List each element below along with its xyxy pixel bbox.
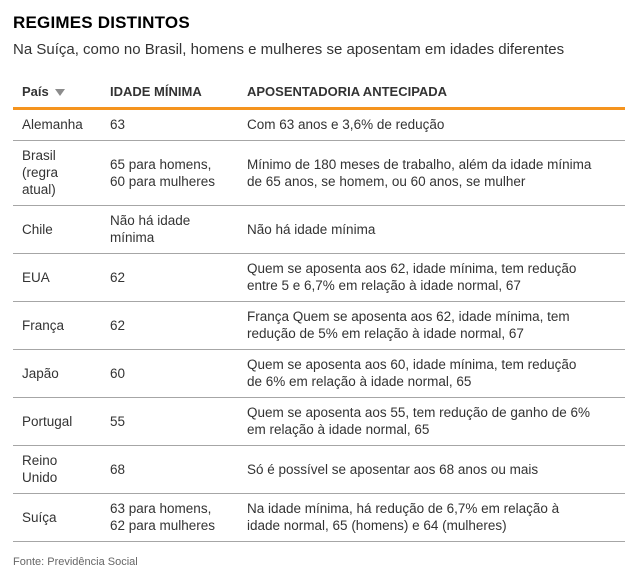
cell-idade-minima: 63: [110, 108, 247, 141]
source-note: Fonte: Previdência Social: [13, 556, 138, 566]
footer: Fonte: Previdência Social Confira mais i…: [13, 555, 625, 566]
cell-idade-minima: Não há idade mínima: [110, 205, 247, 254]
column-header-aposentadoria-antecipada[interactable]: APOSENTADORIA ANTECIPADA: [247, 84, 625, 110]
cell-pais: Brasil (regra atual): [13, 140, 110, 206]
cell-idade-minima: 63 para homens, 62 para mulheres: [110, 493, 247, 542]
cell-pais: Suíça: [13, 493, 110, 542]
table-row-franca: França 62 França Quem se aposenta aos 62…: [13, 301, 625, 350]
cell-pais: França: [13, 301, 110, 350]
column-header-pais[interactable]: País: [13, 84, 110, 110]
column-header-idade-minima[interactable]: IDADE MÍNIMA: [110, 84, 247, 110]
table-row-portugal: Portugal 55 Quem se aposenta aos 55, tem…: [13, 397, 625, 446]
cell-aposentadoria-antecipada: Na idade mínima, há redução de 6,7% em r…: [247, 493, 625, 542]
table-row-suica: Suíça 63 para homens, 62 para mulheres N…: [13, 493, 625, 542]
cell-aposentadoria-antecipada: França Quem se aposenta aos 62, idade mí…: [247, 301, 625, 350]
cell-aposentadoria-antecipada: Quem se aposenta aos 62, idade mínima, t…: [247, 253, 625, 302]
cell-aposentadoria-antecipada: Quem se aposenta aos 55, tem redução de …: [247, 397, 625, 446]
column-header-aposentadoria-label: APOSENTADORIA ANTECIPADA: [247, 84, 448, 99]
cell-idade-minima: 55: [110, 397, 247, 446]
page-subtitle: Na Suíça, como no Brasil, homens e mulhe…: [13, 41, 565, 58]
cell-pais: Portugal: [13, 397, 110, 446]
cell-aposentadoria-antecipada: Com 63 anos e 3,6% de redução: [247, 108, 625, 141]
column-header-idade-minima-label: IDADE MÍNIMA: [110, 84, 202, 99]
cell-idade-minima: 62: [110, 253, 247, 302]
cell-aposentadoria-antecipada: Só é possível se aposentar aos 68 anos o…: [247, 445, 625, 494]
cell-idade-minima: 60: [110, 349, 247, 398]
cell-pais: Reino Unido: [13, 445, 110, 494]
page-title: REGIMES DISTINTOS: [13, 13, 190, 32]
table-row-reino-unido: Reino Unido 68 Só é possível se aposenta…: [13, 445, 625, 494]
cell-aposentadoria-antecipada: Quem se aposenta aos 60, idade mínima, t…: [247, 349, 625, 398]
cell-idade-minima: 65 para homens, 60 para mulheres: [110, 140, 247, 206]
table-row-eua: EUA 62 Quem se aposenta aos 62, idade mí…: [13, 253, 625, 302]
cell-aposentadoria-antecipada: Mínimo de 180 meses de trabalho, além da…: [247, 140, 625, 206]
cell-pais: EUA: [13, 253, 110, 302]
retirement-regimes-table: País IDADE MÍNIMA APOSENTADORIA ANTECIPA…: [13, 84, 625, 542]
cell-pais: Alemanha: [13, 108, 110, 141]
column-header-pais-label: País: [22, 84, 49, 99]
table-row-chile: Chile Não há idade mínima Não há idade m…: [13, 205, 625, 254]
table-row-japao: Japão 60 Quem se aposenta aos 60, idade …: [13, 349, 625, 398]
cell-aposentadoria-antecipada: Não há idade mínima: [247, 205, 625, 254]
sort-descending-icon: [54, 89, 65, 96]
table-header-row: País IDADE MÍNIMA APOSENTADORIA ANTECIPA…: [13, 84, 625, 110]
cell-idade-minima: 68: [110, 445, 247, 494]
cell-idade-minima: 62: [110, 301, 247, 350]
cell-pais: Japão: [13, 349, 110, 398]
cell-pais: Chile: [13, 205, 110, 254]
table-row-alemanha: Alemanha 63 Com 63 anos e 3,6% de reduçã…: [13, 108, 625, 141]
table-row-brasil: Brasil (regra atual) 65 para homens, 60 …: [13, 140, 625, 206]
